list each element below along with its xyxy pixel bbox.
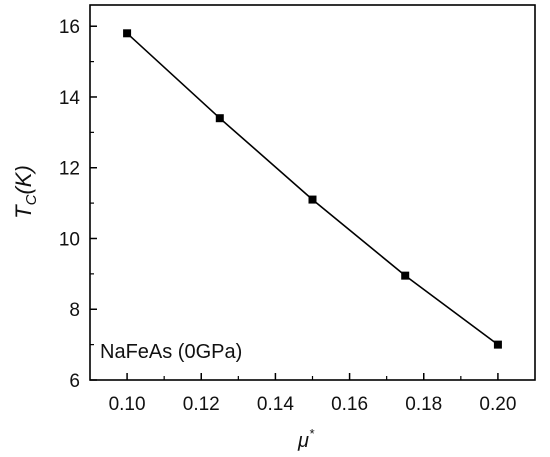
y-axis-title-main: T (11, 204, 36, 219)
x-tick-label: 0.12 (183, 394, 220, 415)
x-tick-label: 0.20 (479, 394, 516, 415)
y-axis-title: TC(K) (11, 165, 40, 219)
x-tick-label: 0.10 (109, 394, 146, 415)
x-axis-ticks: 0.10 0.12 0.14 0.16 0.18 0.20 (109, 373, 516, 415)
data-point-marker (215, 114, 224, 123)
series-group (123, 29, 502, 349)
svg-text:TC(K): TC(K) (11, 165, 40, 219)
y-tick-label: 14 (59, 88, 81, 109)
x-axis-title: μ* (297, 426, 315, 452)
y-tick-label: 10 (59, 229, 80, 250)
series-line (126, 32, 499, 346)
data-point-marker (308, 195, 317, 204)
data-point-marker (493, 340, 502, 349)
x-tick-label: 0.18 (405, 394, 442, 415)
y-tick-label: 16 (59, 17, 80, 38)
x-axis-title-superscript: * (309, 426, 315, 441)
x-axis-title-main: μ (297, 430, 309, 452)
y-tick-label: 12 (59, 159, 80, 180)
chart-annotation: NaFeAs (0GPa) (100, 341, 242, 363)
x-tick-label: 0.14 (257, 394, 294, 415)
data-point-marker (401, 271, 410, 280)
x-tick-label: 0.16 (331, 394, 368, 415)
y-axis-title-suffix: (K) (11, 165, 36, 194)
y-tick-label: 6 (69, 371, 80, 392)
y-axis-title-subscript: C (23, 194, 40, 205)
y-axis-ticks: 6 8 10 12 14 16 (59, 17, 97, 392)
data-point-marker (123, 29, 132, 38)
y-tick-label: 8 (69, 300, 80, 321)
